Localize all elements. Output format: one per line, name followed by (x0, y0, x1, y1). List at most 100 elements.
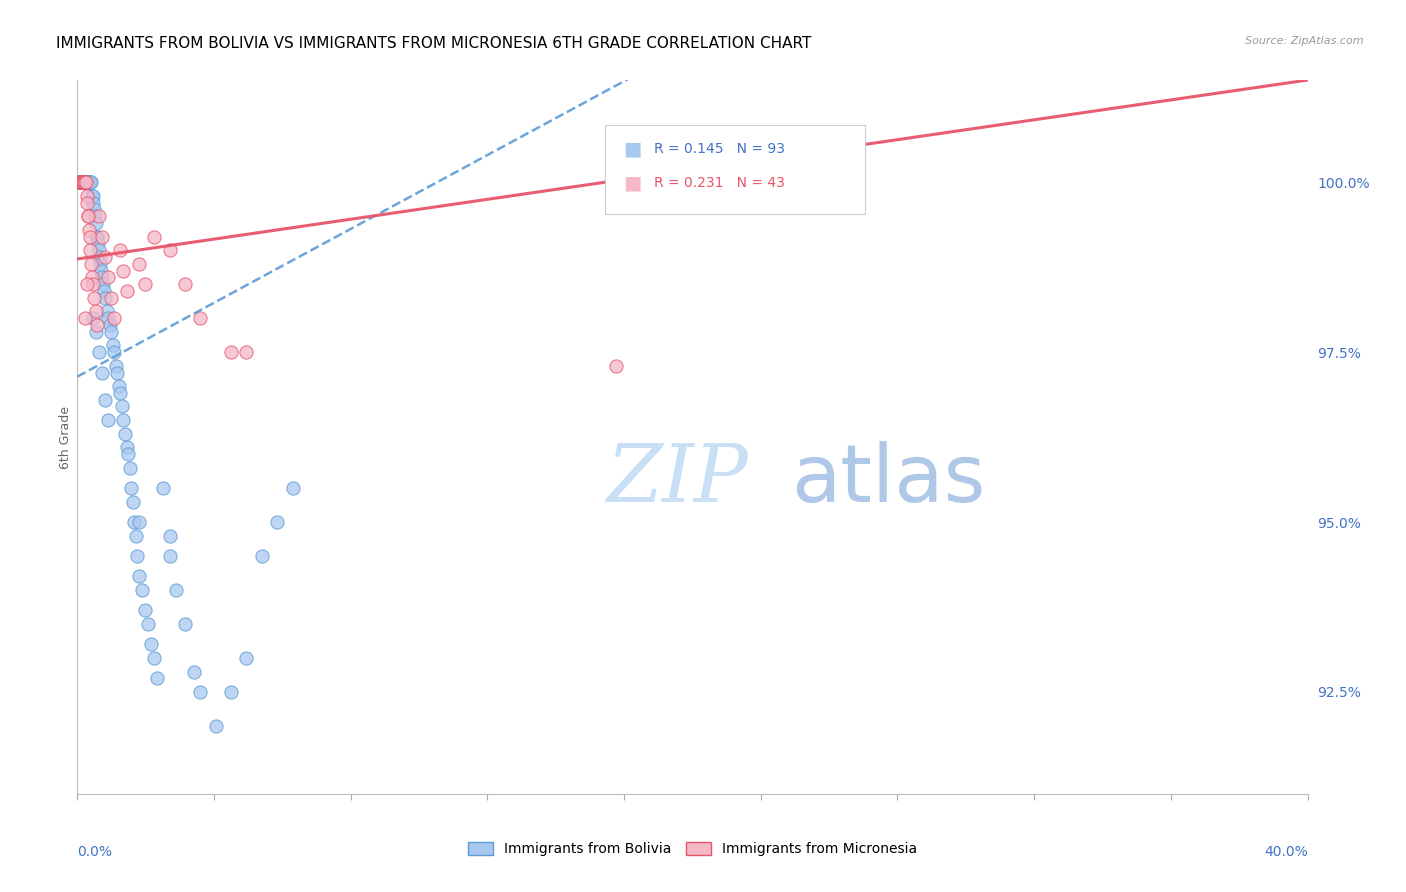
Point (134, 603, 156, 617)
Point (97, 413, 120, 427)
Point (143, 651, 166, 665)
Legend: Immigrants from Bolivia, Immigrants from Micronesia: Immigrants from Bolivia, Immigrants from… (463, 837, 922, 862)
Point (141, 637, 163, 651)
Point (83, 291, 105, 305)
Point (219, 685, 242, 699)
Text: R = 0.231   N = 43: R = 0.231 N = 43 (654, 176, 785, 190)
Point (100, 291, 122, 305)
Point (281, 481, 304, 495)
Point (112, 413, 135, 427)
Point (128, 569, 150, 583)
Point (190, 685, 212, 699)
Point (70, 175, 93, 189)
Point (100, 325, 122, 339)
Point (72, 175, 94, 189)
Point (67, 175, 90, 189)
Point (83, 202, 105, 217)
Point (104, 359, 127, 373)
Point (70, 175, 93, 189)
Point (72, 175, 94, 189)
Point (111, 400, 134, 414)
Point (128, 257, 150, 271)
Point (90, 229, 114, 244)
Point (70, 175, 93, 189)
Point (174, 617, 197, 632)
Point (115, 440, 138, 454)
Point (110, 385, 132, 400)
Point (87, 243, 110, 257)
Point (79, 229, 101, 244)
Point (101, 338, 124, 352)
Point (134, 277, 156, 292)
Point (75, 175, 97, 189)
Text: ■: ■ (623, 173, 641, 193)
Point (69, 175, 91, 189)
Point (73, 175, 96, 189)
Point (122, 515, 145, 529)
Point (93, 277, 115, 292)
Point (94, 250, 117, 264)
Point (77, 175, 100, 189)
Point (96, 304, 118, 318)
Point (70, 175, 93, 189)
Point (73, 175, 96, 189)
Point (83, 209, 105, 223)
Point (82, 311, 104, 326)
Point (70, 175, 93, 189)
Point (72, 175, 94, 189)
Text: 40.0%: 40.0% (1264, 845, 1308, 859)
Point (73, 311, 96, 326)
Point (105, 366, 128, 380)
Point (159, 528, 181, 542)
Point (103, 311, 125, 326)
Point (103, 345, 125, 359)
Point (89, 250, 111, 264)
Point (90, 366, 114, 380)
Text: atlas: atlas (792, 441, 986, 519)
Point (82, 195, 104, 210)
Point (69, 175, 91, 189)
Point (143, 229, 166, 244)
Point (76, 277, 98, 292)
Point (82, 277, 104, 292)
Point (219, 345, 242, 359)
Point (69, 175, 91, 189)
Point (136, 617, 159, 632)
Point (115, 284, 138, 298)
Text: IMMIGRANTS FROM BOLIVIA VS IMMIGRANTS FROM MICRONESIA 6TH GRADE CORRELATION CHAR: IMMIGRANTS FROM BOLIVIA VS IMMIGRANTS FR… (56, 36, 811, 51)
Point (75, 175, 97, 189)
Point (110, 243, 132, 257)
Point (69, 175, 91, 189)
Point (152, 481, 174, 495)
Point (76, 175, 98, 189)
Point (75, 175, 97, 189)
Point (73, 175, 96, 189)
Point (89, 257, 111, 271)
Point (86, 229, 108, 244)
Point (183, 665, 205, 679)
Point (77, 223, 100, 237)
Point (77, 209, 100, 223)
Point (76, 175, 98, 189)
Point (82, 189, 104, 203)
Point (72, 175, 94, 189)
Point (79, 175, 101, 189)
Point (70, 175, 93, 189)
Point (90, 270, 114, 285)
Point (235, 651, 257, 665)
Point (118, 460, 141, 475)
Text: ■: ■ (623, 139, 641, 159)
Text: R = 0.145   N = 93: R = 0.145 N = 93 (654, 142, 785, 156)
Point (125, 528, 148, 542)
Point (605, 359, 627, 373)
Point (79, 175, 101, 189)
Point (72, 175, 94, 189)
Point (235, 345, 257, 359)
Point (77, 175, 100, 189)
Point (67, 175, 90, 189)
Point (72, 175, 94, 189)
Point (84, 216, 107, 230)
Point (77, 175, 100, 189)
Text: Source: ZipAtlas.com: Source: ZipAtlas.com (1246, 36, 1364, 45)
Point (69, 175, 91, 189)
